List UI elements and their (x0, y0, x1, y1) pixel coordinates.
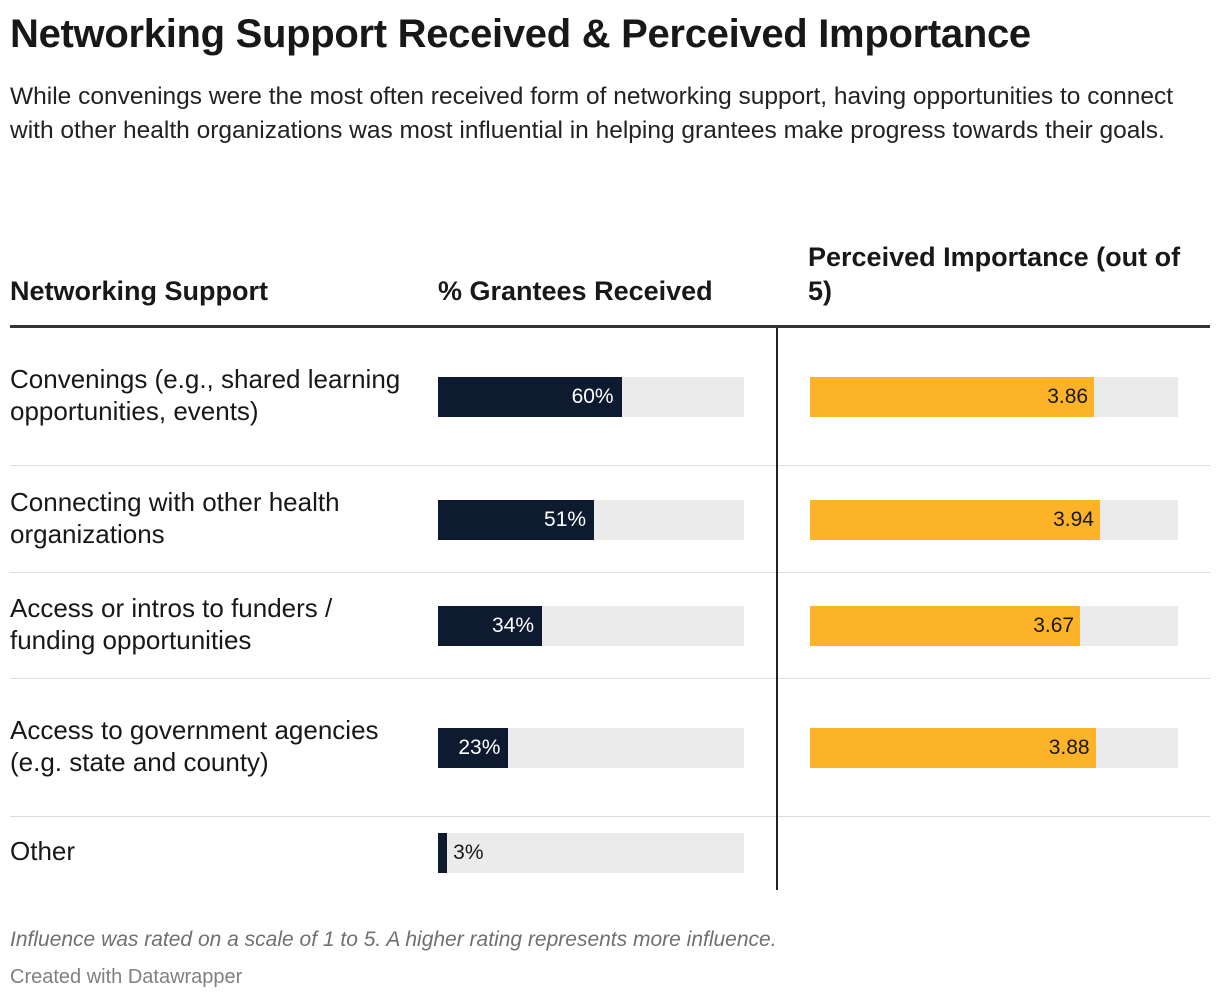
table-row: Access to government agencies (e.g. stat… (10, 679, 1210, 817)
importance-value: 3.94 (1053, 508, 1094, 531)
table-row: Other 3% (10, 817, 1210, 889)
received-bar-track: 34% (438, 606, 744, 646)
chart-title: Networking Support Received & Perceived … (10, 12, 1031, 56)
importance-value: 3.67 (1033, 614, 1075, 637)
received-bar-track: 60% (438, 377, 744, 417)
row-separator (10, 678, 1210, 679)
importance-bar (810, 606, 1081, 646)
row-label: Connecting with other health organizatio… (10, 487, 340, 549)
row-label: Other (10, 836, 76, 866)
importance-value: 3.88 (1048, 736, 1090, 759)
received-value: 60% (571, 385, 614, 408)
chart-credit: Created with Datawrapper (10, 966, 243, 988)
row-label: Access to government agencies (e.g. stat… (10, 715, 379, 777)
received-bar (438, 833, 448, 873)
received-bar-track: 23% (438, 728, 744, 768)
importance-bar-track: 3.86 (810, 377, 1178, 417)
received-bar (438, 606, 543, 646)
row-separator (10, 465, 1210, 466)
importance-bar-track: 3.94 (810, 500, 1178, 540)
received-value: 34% (492, 614, 535, 637)
importance-bar-track: 3.88 (810, 728, 1178, 768)
table-row: Access or intros to funders / funding op… (10, 573, 1210, 679)
row-label: Access or intros to funders / funding op… (10, 593, 333, 655)
importance-bar (810, 377, 1095, 417)
column-divider (776, 328, 778, 890)
received-value: 23% (458, 736, 501, 759)
column-header-received: % Grantees Received (438, 276, 713, 306)
importance-bar-track: 3.67 (810, 606, 1178, 646)
row-label: Convenings (e.g., shared learning opport… (10, 364, 401, 426)
importance-value: 3.86 (1047, 385, 1089, 408)
column-header-networking-support: Networking Support (10, 276, 268, 306)
received-value: 3% (453, 841, 484, 864)
importance-bar (810, 500, 1100, 540)
received-bar (438, 500, 595, 540)
received-value: 51% (544, 508, 587, 531)
received-bar (438, 377, 622, 417)
received-bar (438, 728, 509, 768)
column-header-importance: Perceived Importance (out of 5) (808, 242, 1181, 306)
chart-subtitle: While convenings were the most often rec… (10, 83, 1174, 144)
importance-bar (810, 728, 1096, 768)
received-bar-track: 3% (438, 833, 744, 873)
table-row: Convenings (e.g., shared learning opport… (10, 328, 1210, 466)
chart-notes: Influence was rated on a scale of 1 to 5… (10, 928, 777, 951)
row-separator (10, 816, 1210, 817)
row-separator (10, 572, 1210, 573)
table-row: Connecting with other health organizatio… (10, 466, 1210, 573)
received-bar-track: 51% (438, 500, 744, 540)
header-rule (10, 325, 1210, 328)
